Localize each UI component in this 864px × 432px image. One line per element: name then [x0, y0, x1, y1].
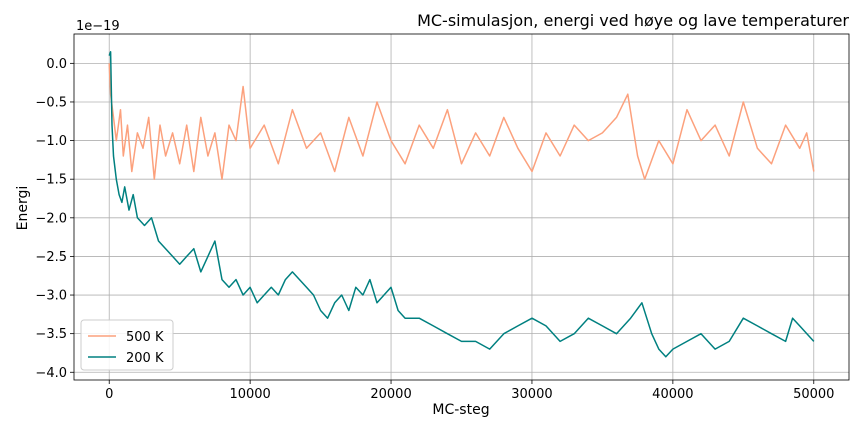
y-axis-label: Energi [15, 186, 31, 231]
series-layer [108, 51, 815, 358]
legend-label-500k: 500 K [126, 330, 164, 345]
y-tick-label: −2.5 [35, 250, 67, 265]
x-tick-label: 10000 [229, 387, 270, 402]
y-tick-label: −0.5 [35, 95, 67, 110]
x-axis-label: MC-steg [432, 402, 489, 418]
y-tick-label: −3.0 [35, 289, 67, 304]
legend-label-200k: 200 K [126, 351, 164, 366]
x-tick-label: 50000 [793, 387, 834, 402]
series-line-200k [108, 51, 815, 358]
grid [74, 34, 849, 380]
y-tick-label: −1.5 [35, 173, 67, 188]
y-tick-label: 0.0 [46, 57, 67, 72]
x-tick-label: 30000 [511, 387, 552, 402]
y-offset-label: 1e−19 [76, 19, 120, 34]
y-tick-label: −3.5 [35, 327, 67, 342]
x-tick-label: 40000 [652, 387, 693, 402]
plot-frame [73, 33, 850, 381]
ticks: 0 10000 20000 30000 40000 50000 0.0 −0.5 −1.0 −1.… [35, 57, 834, 402]
legend: 500 K 200 K [80, 319, 174, 371]
x-tick-label: 0 [105, 387, 113, 402]
x-tick-label: 20000 [370, 387, 411, 402]
y-tick-label: −4.0 [35, 366, 67, 381]
y-tick-label: −2.0 [35, 211, 67, 226]
series-line-500k [108, 63, 815, 180]
chart-title: MC-simulasjon, energi ved høye og lave t… [417, 11, 849, 30]
y-tick-label: −1.0 [35, 134, 67, 149]
